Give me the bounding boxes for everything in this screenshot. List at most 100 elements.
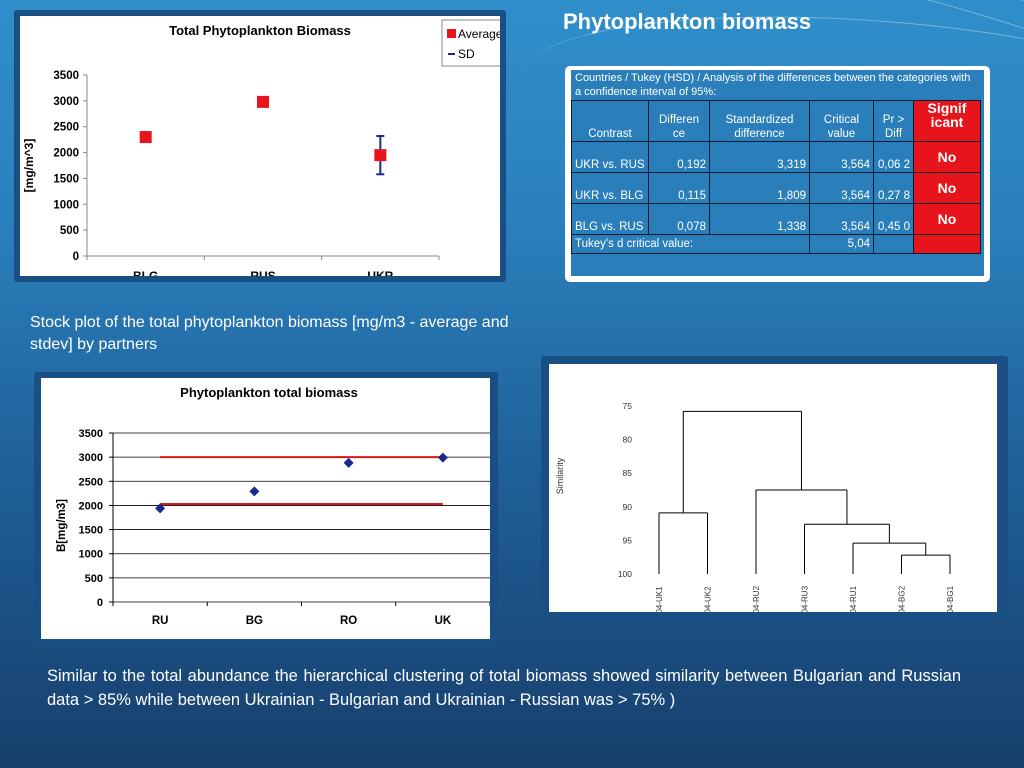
y-tick-label: 1500 xyxy=(53,173,79,185)
tukey-footer-empty-significant xyxy=(913,234,981,254)
cell-significant: No xyxy=(913,141,981,173)
cell-standardized: 1,809 xyxy=(709,172,810,204)
cell-standardized: 1,338 xyxy=(709,203,810,235)
clustering-summary: Similar to the total abundance the hiera… xyxy=(47,667,961,709)
y-tick-label: 500 xyxy=(85,573,103,585)
y-tick-label: 1000 xyxy=(53,199,79,211)
chart-title: Phytoplankton total biomass xyxy=(180,385,358,400)
dendrogram-chart: 75 80 85 90 95 100 Similarity 304-UK1 304-UK2 304… xyxy=(555,401,955,618)
y-tick-label: 3000 xyxy=(79,452,103,464)
y-tick-label: 3000 xyxy=(53,96,79,108)
cell-contrast: UKR vs. BLG xyxy=(571,172,649,204)
header-critical-value: Critical value xyxy=(809,100,874,142)
data-point-diamond xyxy=(155,503,166,514)
tukey-footer-row: Tukey's d critical value: 5,04 xyxy=(571,234,981,254)
stock-chart-panel: Total Phytoplankton Biomass 0 500 1000 1500 2… xyxy=(14,10,506,283)
leaf-label: 304-BG1 xyxy=(946,585,955,612)
leaf-label: 304-BG2 xyxy=(898,585,907,612)
y-axis-label: B[mg/m3] xyxy=(56,499,68,552)
biomass-chart: Phytoplankton total biomass 0 500 1000 1500 2… xyxy=(56,385,491,627)
legend-average-label: Average xyxy=(458,27,500,41)
tukey-table-panel: Countries / Tukey (HSD) / Analysis of th… xyxy=(565,66,990,282)
x-tick-label: RUS xyxy=(250,269,275,276)
tukey-footer-empty xyxy=(873,234,914,254)
leaf-label: 304-RU2 xyxy=(752,585,761,612)
average-marker xyxy=(257,95,269,108)
header-significant: Signif icant xyxy=(913,100,981,142)
leaf-label: 304-RU3 xyxy=(801,585,810,612)
y-tick-label: 0 xyxy=(97,597,103,609)
chart-title: Total Phytoplankton Biomass xyxy=(169,23,351,38)
x-tick-label: UK xyxy=(435,615,452,627)
y-tick-label: 2500 xyxy=(53,122,79,134)
average-marker xyxy=(374,149,387,162)
x-tick-label: BLG xyxy=(133,269,158,276)
cell-significant: No xyxy=(913,172,981,204)
cell-pr: 0,45 0 xyxy=(873,203,914,235)
cell-pr: 0,06 2 xyxy=(873,141,914,173)
cell-significant: No xyxy=(913,203,981,235)
cell-contrast: BLG vs. RUS xyxy=(571,203,649,235)
legend-sd-label: SD xyxy=(458,47,475,61)
tukey-footer-label: Tukey's d critical value: xyxy=(571,234,810,254)
x-tick-label: RU xyxy=(152,615,169,627)
cell-critical: 3,564 xyxy=(809,141,874,173)
cell-pr: 0,27 8 xyxy=(873,172,914,204)
tukey-caption: Countries / Tukey (HSD) / Analysis of th… xyxy=(575,72,971,98)
y-tick-label: 85 xyxy=(623,468,633,478)
y-tick-label: 2500 xyxy=(79,476,103,488)
average-marker xyxy=(139,131,152,144)
stock-chart: Total Phytoplankton Biomass 0 500 1000 1500 2… xyxy=(22,19,505,283)
data-point-diamond xyxy=(343,457,354,468)
cell-contrast: UKR vs. RUS xyxy=(571,141,649,173)
tukey-header-row: Contrast Differen ce Standardized differ… xyxy=(571,100,981,142)
tukey-table: Contrast Differen ce Standardized differ… xyxy=(571,100,981,254)
y-tick-label: 100 xyxy=(618,569,632,579)
y-axis-label: Similarity xyxy=(555,457,565,494)
y-tick-label: 95 xyxy=(623,535,633,545)
header-standardized-difference: Standardized difference xyxy=(709,100,810,142)
y-tick-label: 1000 xyxy=(79,549,103,561)
stock-chart-area: Total Phytoplankton Biomass 0 500 1000 1500 2… xyxy=(20,16,505,283)
dendrogram-panel: 75 80 85 90 95 100 Similarity 304-UK1 304-UK2 304… xyxy=(541,356,1008,620)
tukey-table-area: Countries / Tukey (HSD) / Analysis of th… xyxy=(571,70,984,276)
stock-plot-caption: Stock plot of the total phytoplankton bi… xyxy=(30,314,509,353)
cell-critical: 3,564 xyxy=(809,172,874,204)
slide-title: Phytoplankton biomass xyxy=(563,9,812,34)
legend-average-swatch xyxy=(447,29,456,38)
y-axis-label: [mg/m^3] xyxy=(22,139,36,193)
y-tick-label: 80 xyxy=(623,435,633,445)
table-row: BLG vs. RUS 0,078 1,338 3,564 0,45 0 No xyxy=(571,203,981,235)
x-tick-label: RO xyxy=(340,615,357,627)
y-tick-label: 0 xyxy=(73,251,79,263)
leaf-label: 304-UK1 xyxy=(655,586,664,612)
x-tick-label: BG xyxy=(246,615,263,627)
y-tick-label: 75 xyxy=(623,401,633,411)
cell-difference: 0,192 xyxy=(648,141,710,173)
biomass-chart-area: Phytoplankton total biomass 0 500 1000 1500 2… xyxy=(41,378,491,639)
cell-critical: 3,564 xyxy=(809,203,874,235)
y-tick-label: 2000 xyxy=(79,500,103,512)
data-point-diamond xyxy=(249,486,260,497)
y-tick-label: 500 xyxy=(60,225,79,237)
legend-box xyxy=(441,19,505,67)
dendrogram-area: 75 80 85 90 95 100 Similarity 304-UK1 304-UK2 304… xyxy=(549,364,997,618)
cell-difference: 0,115 xyxy=(648,172,710,204)
table-row: UKR vs. BLG 0,115 1,809 3,564 0,27 8 No xyxy=(571,172,981,204)
header-contrast: Contrast xyxy=(571,100,649,142)
y-tick-label: 1500 xyxy=(79,525,103,537)
y-tick-label: 3500 xyxy=(79,428,103,440)
header-pr-diff: Pr > Diff xyxy=(873,100,914,142)
y-tick-label: 90 xyxy=(623,502,633,512)
leaf-label: 304-UK2 xyxy=(704,586,713,612)
cell-standardized: 3,319 xyxy=(709,141,810,173)
biomass-chart-panel: Phytoplankton total biomass 0 500 1000 1500 2… xyxy=(34,372,498,644)
x-tick-label: UKR xyxy=(367,269,393,276)
y-tick-label: 3500 xyxy=(53,70,79,82)
cell-difference: 0,078 xyxy=(648,203,710,235)
data-point-diamond xyxy=(437,452,448,463)
table-row: UKR vs. RUS 0,192 3,319 3,564 0,06 2 No xyxy=(571,141,981,173)
y-tick-label: 2000 xyxy=(53,148,79,160)
tukey-footer-value: 5,04 xyxy=(809,234,874,254)
leaf-label: 304-RU1 xyxy=(849,585,858,612)
